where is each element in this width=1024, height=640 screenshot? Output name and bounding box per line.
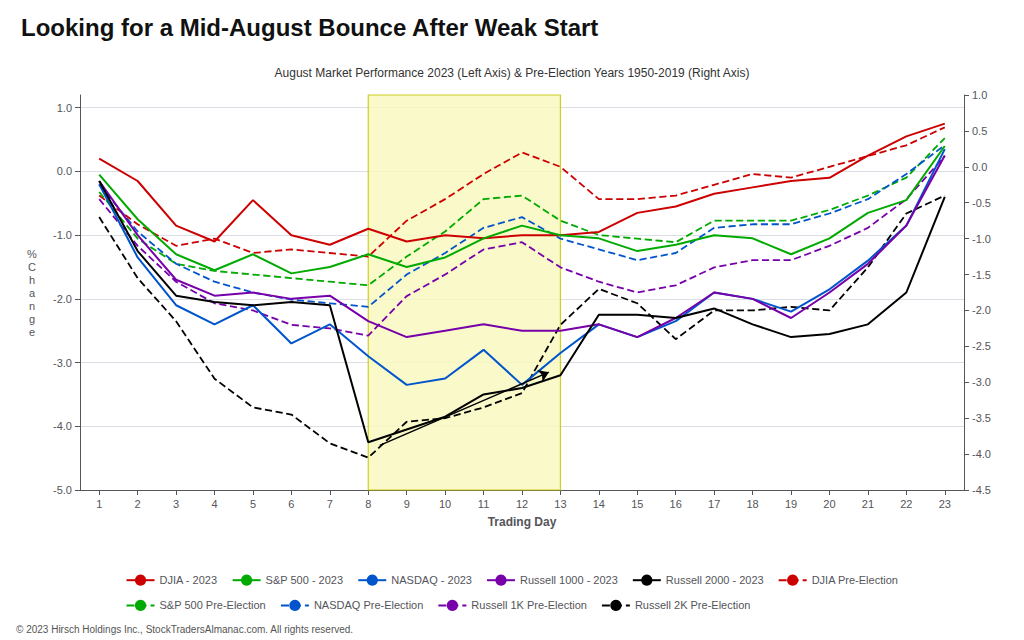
svg-text:-1.5: -1.5 [972, 269, 991, 281]
svg-text:-2.0: -2.0 [972, 304, 991, 316]
svg-text:-3.5: -3.5 [972, 412, 991, 424]
svg-text:20: 20 [823, 498, 835, 510]
svg-text:9: 9 [404, 498, 410, 510]
svg-text:S&P 500 - 2023: S&P 500 - 2023 [266, 574, 343, 586]
svg-text:21: 21 [862, 498, 874, 510]
svg-text:Trading Day: Trading Day [488, 515, 557, 529]
svg-text:%: % [27, 248, 37, 260]
svg-text:-2.5: -2.5 [972, 340, 991, 352]
svg-text:Russell 2000 - 2023: Russell 2000 - 2023 [666, 574, 764, 586]
svg-text:12: 12 [516, 498, 528, 510]
svg-text:2: 2 [135, 498, 141, 510]
svg-text:Russell 1K Pre-Election: Russell 1K Pre-Election [471, 599, 587, 611]
svg-text:Russell 1000 - 2023: Russell 1000 - 2023 [520, 574, 618, 586]
svg-text:15: 15 [631, 498, 643, 510]
svg-text:-5.0: -5.0 [53, 484, 72, 496]
svg-text:-2.0: -2.0 [53, 293, 72, 305]
svg-text:-3.0: -3.0 [972, 376, 991, 388]
svg-text:DJIA - 2023: DJIA - 2023 [160, 574, 217, 586]
svg-text:S&P 500 Pre-Election: S&P 500 Pre-Election [160, 599, 266, 611]
svg-text:August Market Performance 2023: August Market Performance 2023 (Left Axi… [275, 66, 750, 80]
svg-text:© 2023 Hirsch Holdings Inc., S: © 2023 Hirsch Holdings Inc., StockTrader… [16, 624, 353, 635]
svg-text:5: 5 [250, 498, 256, 510]
svg-text:-0.5: -0.5 [972, 197, 991, 209]
svg-text:Russell 2K Pre-Election: Russell 2K Pre-Election [635, 599, 751, 611]
svg-text:h: h [29, 274, 35, 286]
svg-text:-1.0: -1.0 [53, 229, 72, 241]
svg-text:1.0: 1.0 [972, 89, 987, 101]
svg-text:Looking for a Mid-August Bounc: Looking for a Mid-August Bounce After We… [21, 14, 598, 41]
svg-text:11: 11 [478, 498, 489, 510]
svg-text:16: 16 [670, 498, 682, 510]
svg-text:14: 14 [593, 498, 605, 510]
svg-text:n: n [29, 300, 35, 312]
svg-text:0.0: 0.0 [972, 161, 987, 173]
svg-text:22: 22 [900, 498, 912, 510]
svg-text:-1.0: -1.0 [972, 233, 991, 245]
svg-text:1.0: 1.0 [57, 102, 72, 114]
svg-text:17: 17 [708, 498, 720, 510]
svg-text:-4.0: -4.0 [53, 420, 72, 432]
svg-text:-3.0: -3.0 [53, 357, 72, 369]
svg-text:23: 23 [939, 498, 951, 510]
svg-text:NASDAQ Pre-Election: NASDAQ Pre-Election [314, 599, 423, 611]
svg-text:13: 13 [554, 498, 566, 510]
svg-text:18: 18 [746, 498, 758, 510]
svg-text:e: e [29, 326, 35, 338]
svg-text:7: 7 [327, 498, 333, 510]
svg-text:NASDAQ - 2023: NASDAQ - 2023 [391, 574, 472, 586]
svg-text:g: g [29, 313, 35, 325]
svg-text:8: 8 [365, 498, 371, 510]
svg-text:a: a [29, 287, 36, 299]
svg-text:0.5: 0.5 [972, 125, 987, 137]
svg-text:6: 6 [288, 498, 294, 510]
svg-text:1: 1 [96, 498, 102, 510]
svg-text:3: 3 [173, 498, 179, 510]
svg-text:10: 10 [439, 498, 451, 510]
svg-text:-4.0: -4.0 [972, 448, 991, 460]
svg-text:-4.5: -4.5 [972, 484, 991, 496]
svg-text:4: 4 [211, 498, 217, 510]
svg-text:19: 19 [785, 498, 797, 510]
svg-text:DJIA Pre-Election: DJIA Pre-Election [812, 574, 898, 586]
svg-text:C: C [28, 261, 36, 273]
svg-text:0.0: 0.0 [57, 165, 72, 177]
